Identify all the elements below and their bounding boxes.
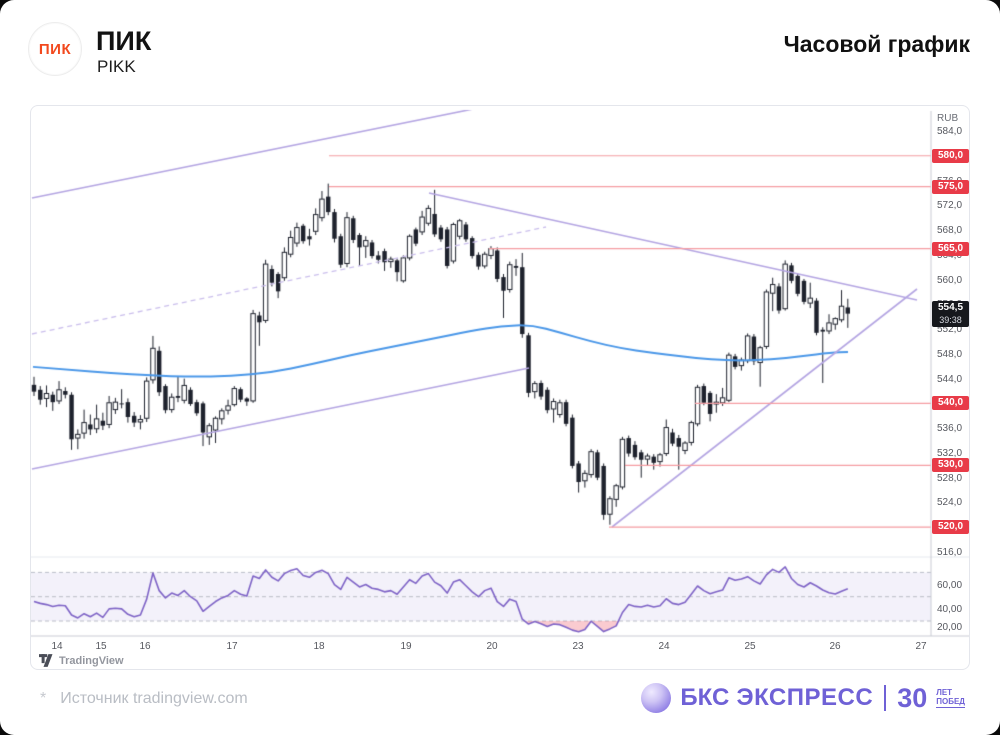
date-axis-label: 18 <box>313 641 325 652</box>
page-title: ПИК <box>96 26 152 56</box>
current-price-value: 554,5 <box>937 301 964 313</box>
price-axis-label: 532,0 <box>937 447 963 459</box>
date-axis-label: 17 <box>226 641 238 652</box>
date-axis-label: 23 <box>572 641 584 652</box>
price-axis-label: 568,0 <box>937 225 963 237</box>
source-star: * <box>40 690 47 707</box>
level-badge-520: 520,0 <box>932 520 969 535</box>
pik-logo-text: ПИК <box>38 40 72 58</box>
date-axis-label: 25 <box>744 641 756 652</box>
bks-express-logo: БКС ЭКСПРЕСС 30 ЛЕТ ПОБЕД <box>641 683 965 713</box>
price-chart-canvas[interactable] <box>31 106 969 669</box>
price-axis-label: 516,0 <box>937 546 963 558</box>
level-badge-530: 530,0 <box>932 458 969 473</box>
current-price-badge: 554,5 39:38 <box>932 300 969 327</box>
currency-label: RUB <box>937 113 959 124</box>
date-axis-label: 24 <box>658 641 670 652</box>
bks-sphere-icon <box>641 683 672 713</box>
tradingview-attribution[interactable]: TradingView <box>39 654 124 667</box>
tradingview-label: TradingView <box>59 654 124 667</box>
date-axis-label: 14 <box>51 641 63 652</box>
date-axis-label: 15 <box>95 641 107 652</box>
ticker-subtitle: PIKK <box>97 57 136 76</box>
date-axis-label: 16 <box>139 641 151 652</box>
rsi-axis-label: 40,00 <box>937 603 963 615</box>
rsi-axis-label: 20,00 <box>937 622 963 633</box>
timeframe-title: Часовой график <box>783 31 970 57</box>
price-axis-label: 524,0 <box>937 497 963 509</box>
source-note: * Источник tradingview.com <box>40 690 248 708</box>
date-axis-label: 19 <box>400 641 412 652</box>
bks-anniversary-caption: ЛЕТ ПОБЕД <box>936 688 965 708</box>
price-axis-label: 572,0 <box>937 200 963 212</box>
pik-logo: ПИК <box>28 22 82 76</box>
price-axis-label: 548,0 <box>937 348 963 360</box>
bar-countdown: 39:38 <box>939 314 962 325</box>
price-axis-label: 560,0 <box>937 274 963 286</box>
source-text: Источник tradingview.com <box>60 690 248 707</box>
level-badge-575: 575,0 <box>932 179 969 194</box>
level-badge-580: 580,0 <box>932 148 969 163</box>
price-axis-label: 584,0 <box>937 126 963 137</box>
bks-anniversary-number: 30 <box>897 683 928 713</box>
level-badge-540: 540,0 <box>932 396 969 411</box>
rsi-axis-label: 60,00 <box>937 579 963 591</box>
date-axis-label: 20 <box>486 641 498 652</box>
date-axis-label: 26 <box>829 641 841 652</box>
tradingview-icon <box>39 654 54 667</box>
chart-card: RUB 584,0576,0572,0568,0564,0560,0556,05… <box>30 105 970 670</box>
date-axis-label: 27 <box>915 641 927 652</box>
level-badge-565: 565,0 <box>932 241 969 256</box>
price-axis-label: 528,0 <box>937 472 963 484</box>
bks-wordmark: БКС ЭКСПРЕСС <box>680 684 874 711</box>
price-axis-label: 536,0 <box>937 423 963 435</box>
price-axis-label: 544,0 <box>937 373 963 385</box>
price-axis-label: 552,0 <box>937 324 963 336</box>
bks-separator <box>884 685 887 711</box>
